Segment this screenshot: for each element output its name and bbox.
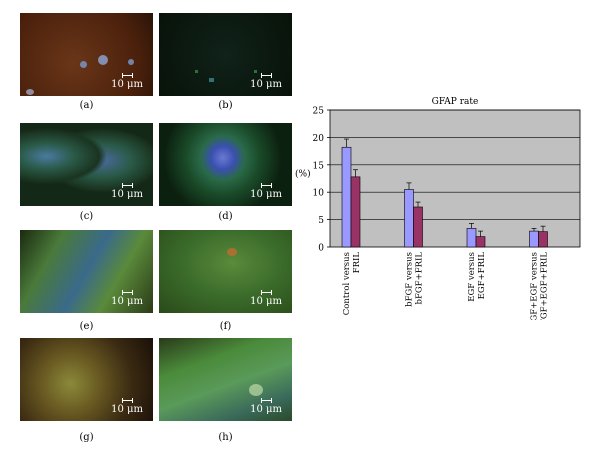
- panel-label-h: (h): [218, 432, 233, 443]
- scale-bar: 10 μm: [111, 183, 143, 200]
- y-tick-label: 25: [313, 107, 325, 117]
- bar: [404, 189, 414, 248]
- scale-bar: 10 μm: [250, 290, 282, 307]
- bar: [413, 206, 423, 248]
- micrograph-f: 10 μm: [159, 230, 292, 313]
- bar: [538, 231, 548, 248]
- panel-label-b: (b): [218, 100, 233, 111]
- plot-area: [329, 109, 581, 248]
- y-tick-label: 5: [318, 216, 324, 226]
- y-axis-label: (%): [295, 169, 311, 180]
- micrograph-d: 10 μm: [159, 123, 292, 206]
- scale-bar: 10 μm: [111, 290, 143, 307]
- y-tick-label: 15: [313, 161, 325, 171]
- bar: [350, 176, 361, 248]
- micrograph-b: 10 μm: [159, 13, 292, 96]
- y-tick-label: 0: [318, 244, 324, 254]
- scale-bar: 10 μm: [111, 398, 143, 415]
- micrograph-c: 10 μm: [20, 123, 153, 206]
- bar: [529, 230, 539, 248]
- bar: [466, 228, 477, 248]
- y-tick-label: 10: [313, 189, 325, 199]
- micrograph-e: 10 μm: [20, 230, 153, 313]
- category-label: bFGF+EGF versusbFGF+EGF+FRIL: [530, 252, 550, 320]
- y-tick-label: 20: [313, 134, 325, 144]
- bar: [475, 236, 486, 248]
- panel-label-c: (c): [79, 211, 94, 222]
- category-label: EGF versusEGF+FRIL: [467, 252, 487, 302]
- gfap-rate-chart: 0 5 10 15 20 25 GFAP rate (%) Control versusFRIL…: [295, 97, 581, 320]
- panel-label-e: (e): [79, 321, 94, 332]
- scale-bar: 10 μm: [250, 183, 282, 200]
- panel-label-d: (d): [218, 211, 233, 222]
- category-label: bFGF versusbFGF+FRIL: [405, 252, 425, 307]
- panel-label-a: (a): [79, 100, 94, 111]
- panel-label-f: (f): [219, 321, 232, 332]
- scale-bar: 10 μm: [250, 398, 282, 415]
- chart-title: GFAP rate: [432, 97, 479, 107]
- micrograph-g: 10 μm: [20, 338, 153, 421]
- bar: [341, 146, 352, 248]
- micrograph-a: 10 μm: [20, 13, 153, 96]
- micrograph-h: 10 μm: [159, 338, 292, 421]
- category-label: Control versusFRIL: [342, 252, 362, 316]
- scale-bar: 10 μm: [250, 73, 282, 90]
- scale-bar: 10 μm: [111, 73, 143, 90]
- panel-label-g: (g): [79, 432, 94, 443]
